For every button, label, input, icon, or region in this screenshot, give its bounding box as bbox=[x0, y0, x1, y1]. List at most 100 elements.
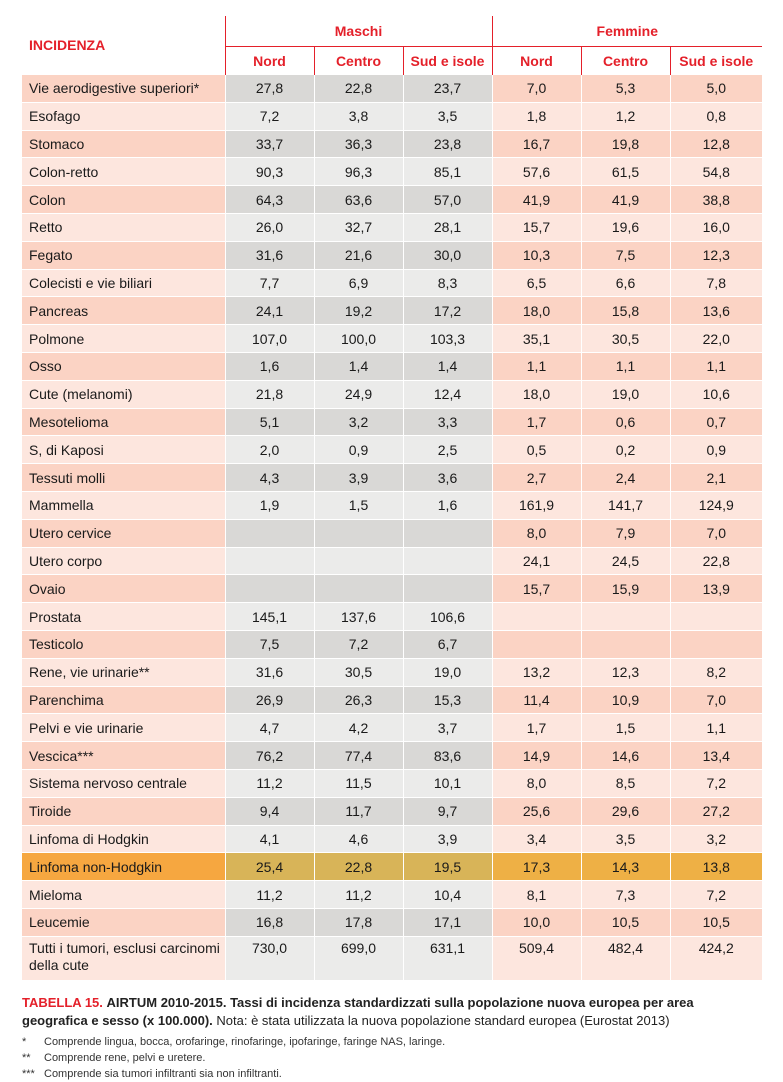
value-cell: 15,9 bbox=[580, 574, 670, 603]
footnote: *** Comprende sia tumori infiltranti sia… bbox=[22, 1066, 760, 1082]
value-cell: 11,7 bbox=[313, 796, 403, 826]
value-cell: 77,4 bbox=[313, 741, 403, 770]
value-cell: 103,3 bbox=[402, 324, 492, 353]
value-cell bbox=[491, 602, 581, 631]
row-label: Sistema nervoso centrale bbox=[22, 768, 225, 798]
row-label: S, di Kaposi bbox=[22, 435, 225, 464]
value-cell: 16,8 bbox=[224, 907, 314, 937]
value-cell: 21,6 bbox=[313, 240, 403, 270]
value-cell: 27,8 bbox=[224, 74, 314, 103]
row-label: Fegato bbox=[22, 240, 225, 270]
value-cell: 3,5 bbox=[402, 101, 492, 131]
table-row: Linfoma di Hodgkin 4,1 4,6 3,9 3,4 3,5 3,2 bbox=[22, 824, 762, 853]
value-cell: 137,6 bbox=[313, 602, 403, 631]
value-cell: 19,5 bbox=[402, 852, 492, 881]
value-cell: 7,9 bbox=[580, 518, 670, 548]
value-cell: 7,5 bbox=[224, 629, 314, 659]
value-cell: 12,3 bbox=[580, 657, 670, 687]
footnote-marker: * bbox=[22, 1035, 27, 1048]
value-cell: 16,7 bbox=[491, 129, 581, 158]
value-cell: 14,9 bbox=[491, 741, 581, 770]
footnote-text: Comprende rene, pelvi e uretere. bbox=[44, 1051, 206, 1064]
value-cell bbox=[402, 546, 492, 575]
value-cell: 13,2 bbox=[491, 657, 581, 687]
value-cell: 1,9 bbox=[224, 490, 314, 520]
value-cell: 23,8 bbox=[402, 129, 492, 158]
row-label: Linfoma non-Hodgkin bbox=[22, 852, 225, 881]
value-cell: 1,5 bbox=[313, 490, 403, 520]
value-cell: 0,5 bbox=[491, 435, 581, 464]
value-cell: 10,9 bbox=[580, 685, 670, 714]
value-cell: 7,2 bbox=[669, 880, 762, 909]
value-cell: 25,6 bbox=[491, 796, 581, 826]
value-cell: 76,2 bbox=[224, 741, 314, 770]
value-cell: 1,6 bbox=[402, 490, 492, 520]
value-cell: 161,9 bbox=[491, 490, 581, 520]
value-cell: 15,3 bbox=[402, 685, 492, 714]
value-cell: 10,0 bbox=[491, 907, 581, 937]
value-cell: 2,0 bbox=[224, 435, 314, 464]
value-cell: 124,9 bbox=[669, 490, 762, 520]
value-cell: 14,3 bbox=[580, 852, 670, 881]
value-cell: 0,2 bbox=[580, 435, 670, 464]
value-cell: 3,2 bbox=[669, 824, 762, 853]
value-cell: 7,2 bbox=[669, 768, 762, 798]
value-cell: 19,0 bbox=[402, 657, 492, 687]
value-cell: 6,5 bbox=[491, 268, 581, 297]
value-cell: 8,1 bbox=[491, 880, 581, 909]
value-cell: 30,0 bbox=[402, 240, 492, 270]
row-label: Tiroide bbox=[22, 796, 225, 826]
table-row: Retto 26,0 32,7 28,1 15,7 19,6 16,0 bbox=[22, 212, 762, 242]
footnote-text: Comprende lingua, bocca, orofaringe, rin… bbox=[44, 1035, 446, 1048]
value-cell: 30,5 bbox=[313, 657, 403, 687]
value-cell: 11,4 bbox=[491, 685, 581, 714]
value-cell: 21,8 bbox=[224, 379, 314, 409]
table-body: Vie aerodigestive superiori* 27,8 22,8 23,7… bbox=[22, 74, 762, 980]
value-cell: 57,0 bbox=[402, 185, 492, 214]
table-row: Vie aerodigestive superiori* 27,8 22,8 23,7… bbox=[22, 74, 762, 103]
table-row: Polmone 107,0 100,0 103,3 35,1 30,5 22,0 bbox=[22, 324, 762, 353]
caption-number: TABELLA 15. bbox=[22, 994, 103, 1010]
value-cell bbox=[402, 574, 492, 603]
value-cell: 1,2 bbox=[580, 101, 670, 131]
table-row: Vescica*** 76,2 77,4 83,6 14,9 14,6 13,4 bbox=[22, 741, 762, 770]
value-cell: 19,0 bbox=[580, 379, 670, 409]
row-label: Testicolo bbox=[22, 629, 225, 659]
value-cell: 18,0 bbox=[491, 379, 581, 409]
value-cell: 2,4 bbox=[580, 463, 670, 492]
value-cell: 7,8 bbox=[669, 268, 762, 297]
value-cell: 3,7 bbox=[402, 713, 492, 742]
footnote-marker: *** bbox=[22, 1067, 35, 1080]
value-cell: 3,8 bbox=[313, 101, 403, 131]
group-header-maschi: Maschi bbox=[224, 16, 492, 47]
value-cell: 7,5 bbox=[580, 240, 670, 270]
table-row: Pelvi e vie urinarie 4,7 4,2 3,7 1,7 1,5 1,1 bbox=[22, 713, 762, 742]
table-caption: TABELLA 15. AIRTUM 2010-2015. Tassi di i… bbox=[22, 994, 760, 1030]
value-cell bbox=[580, 602, 670, 631]
value-cell: 0,8 bbox=[669, 101, 762, 131]
value-cell: 24,1 bbox=[224, 296, 314, 325]
value-cell: 15,7 bbox=[491, 574, 581, 603]
table-title: INCIDENZA bbox=[29, 37, 106, 53]
value-cell: 12,3 bbox=[669, 240, 762, 270]
footnote: ** Comprende rene, pelvi e uretere. bbox=[22, 1050, 760, 1066]
table-row: Utero cervice 8,0 7,9 7,0 bbox=[22, 518, 762, 548]
footnote: * Comprende lingua, bocca, orofaringe, r… bbox=[22, 1034, 760, 1050]
value-cell: 7,3 bbox=[580, 880, 670, 909]
row-label: Stomaco bbox=[22, 129, 225, 158]
value-cell: 27,2 bbox=[669, 796, 762, 826]
table-row: Colon 64,3 63,6 57,0 41,9 41,9 38,8 bbox=[22, 185, 762, 214]
value-cell: 83,6 bbox=[402, 741, 492, 770]
row-label: Pancreas bbox=[22, 296, 225, 325]
value-cell: 1,8 bbox=[491, 101, 581, 131]
value-cell: 15,7 bbox=[491, 212, 581, 242]
value-cell: 1,6 bbox=[224, 351, 314, 381]
value-cell: 6,9 bbox=[313, 268, 403, 297]
value-cell: 28,1 bbox=[402, 212, 492, 242]
value-cell: 12,4 bbox=[402, 379, 492, 409]
table-row: Cute (melanomi) 21,8 24,9 12,4 18,0 19,0 10,6 bbox=[22, 379, 762, 409]
value-cell: 6,7 bbox=[402, 629, 492, 659]
table-row: Sistema nervoso centrale 11,2 11,5 10,1 8,0 8… bbox=[22, 768, 762, 798]
value-cell: 100,0 bbox=[313, 324, 403, 353]
value-cell bbox=[402, 518, 492, 548]
